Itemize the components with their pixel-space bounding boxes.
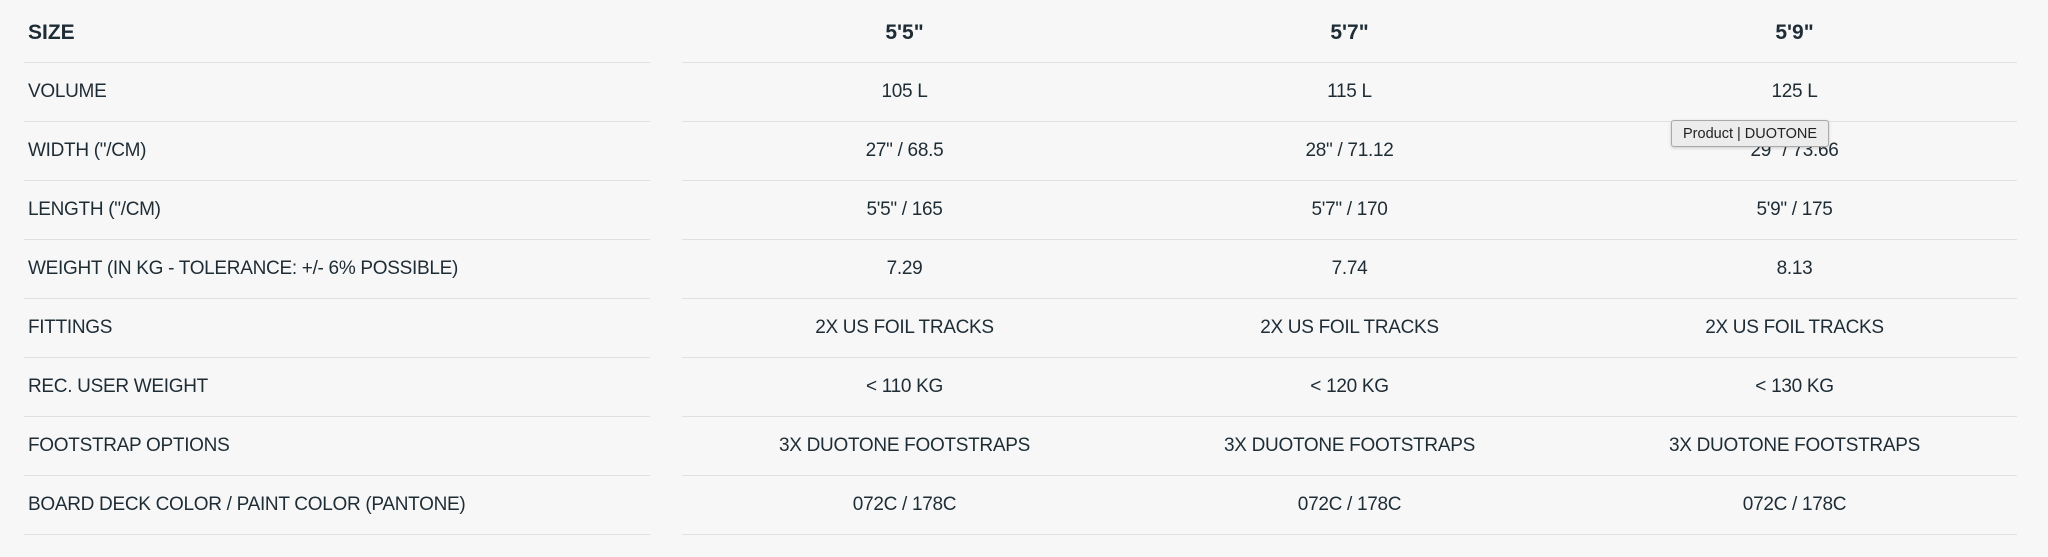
table-cell: 5'9" / 175: [1756, 199, 1833, 220]
size-column-header: 5'5": [885, 21, 924, 44]
column-gap: [650, 476, 682, 535]
table-row-board-deck-color: BOARD DECK COLOR / PAINT COLOR (PANTONE)…: [0, 476, 2048, 535]
table-row-footstrap-options: FOOTSTRAP OPTIONS 3X DUOTONE FOOTSTRAPS …: [0, 417, 2048, 476]
row-label: VOLUME: [24, 63, 650, 122]
table-cell: 3X DUOTONE FOOTSTRAPS: [1669, 435, 1920, 456]
row-label: REC. USER WEIGHT: [24, 358, 650, 417]
table-row-fittings: FITTINGS 2X US FOIL TRACKS 2X US FOIL TR…: [0, 299, 2048, 358]
table-cell: 2X US FOIL TRACKS: [815, 317, 994, 338]
table-cell: 27" / 68.5: [865, 140, 944, 161]
table-cell: 7.74: [1331, 258, 1368, 279]
table-row-volume: VOLUME 105 L 115 L 125 L: [0, 63, 2048, 122]
row-label: WIDTH ("/CM): [24, 122, 650, 181]
column-gap: [650, 181, 682, 240]
row-label: FITTINGS: [24, 299, 650, 358]
row-label: WEIGHT (IN KG - TOLERANCE: +/- 6% POSSIB…: [24, 240, 650, 299]
table-cell: 3X DUOTONE FOOTSTRAPS: [779, 435, 1030, 456]
table-cell: 8.13: [1776, 258, 1813, 279]
table-cell: 2X US FOIL TRACKS: [1260, 317, 1439, 338]
size-header-label: SIZE: [24, 4, 650, 63]
size-column-header: 5'7": [1330, 21, 1369, 44]
size-column-header: 5'9": [1775, 21, 1814, 44]
table-cell: 28" / 71.12: [1305, 140, 1394, 161]
table-row-length: LENGTH ("/CM) 5'5" / 165 5'7" / 170 5'9"…: [0, 181, 2048, 240]
table-cell: 105 L: [881, 81, 928, 102]
row-label: LENGTH ("/CM): [24, 181, 650, 240]
table-cell: 072C / 178C: [1297, 494, 1402, 515]
table-cell: 2X US FOIL TRACKS: [1705, 317, 1884, 338]
column-gap: [650, 63, 682, 122]
row-label: FOOTSTRAP OPTIONS: [24, 417, 650, 476]
table-cell: 7.29: [886, 258, 923, 279]
row-label: BOARD DECK COLOR / PAINT COLOR (PANTONE): [24, 476, 650, 535]
table-cell: 115 L: [1327, 81, 1372, 102]
product-spec-table: SIZE 5'5" 5'7" 5'9" VOLUME 105 L 115 L 1…: [0, 4, 2048, 535]
column-gap: [650, 4, 682, 63]
column-gap: [650, 417, 682, 476]
table-cell: 3X DUOTONE FOOTSTRAPS: [1224, 435, 1475, 456]
tooltip-text: Product | DUOTONE: [1683, 125, 1818, 142]
column-gap: [650, 358, 682, 417]
table-cell: < 110 KG: [866, 376, 943, 397]
table-row-weight: WEIGHT (IN KG - TOLERANCE: +/- 6% POSSIB…: [0, 240, 2048, 299]
table-cell: 072C / 178C: [852, 494, 957, 515]
table-cell: < 120 KG: [1310, 376, 1389, 397]
table-row-rec-user-weight: REC. USER WEIGHT < 110 KG < 120 KG < 130…: [0, 358, 2048, 417]
table-header-row: SIZE 5'5" 5'7" 5'9": [0, 4, 2048, 63]
column-gap: [650, 299, 682, 358]
column-gap: [650, 240, 682, 299]
table-cell: 5'7" / 170: [1311, 199, 1388, 220]
column-gap: [650, 122, 682, 181]
table-cell: 5'5" / 165: [866, 199, 943, 220]
browser-tab-tooltip: Product | DUOTONE: [1671, 120, 1830, 147]
table-cell: < 130 KG: [1755, 376, 1834, 397]
table-cell: 072C / 178C: [1742, 494, 1847, 515]
table-cell: 125 L: [1771, 81, 1818, 102]
